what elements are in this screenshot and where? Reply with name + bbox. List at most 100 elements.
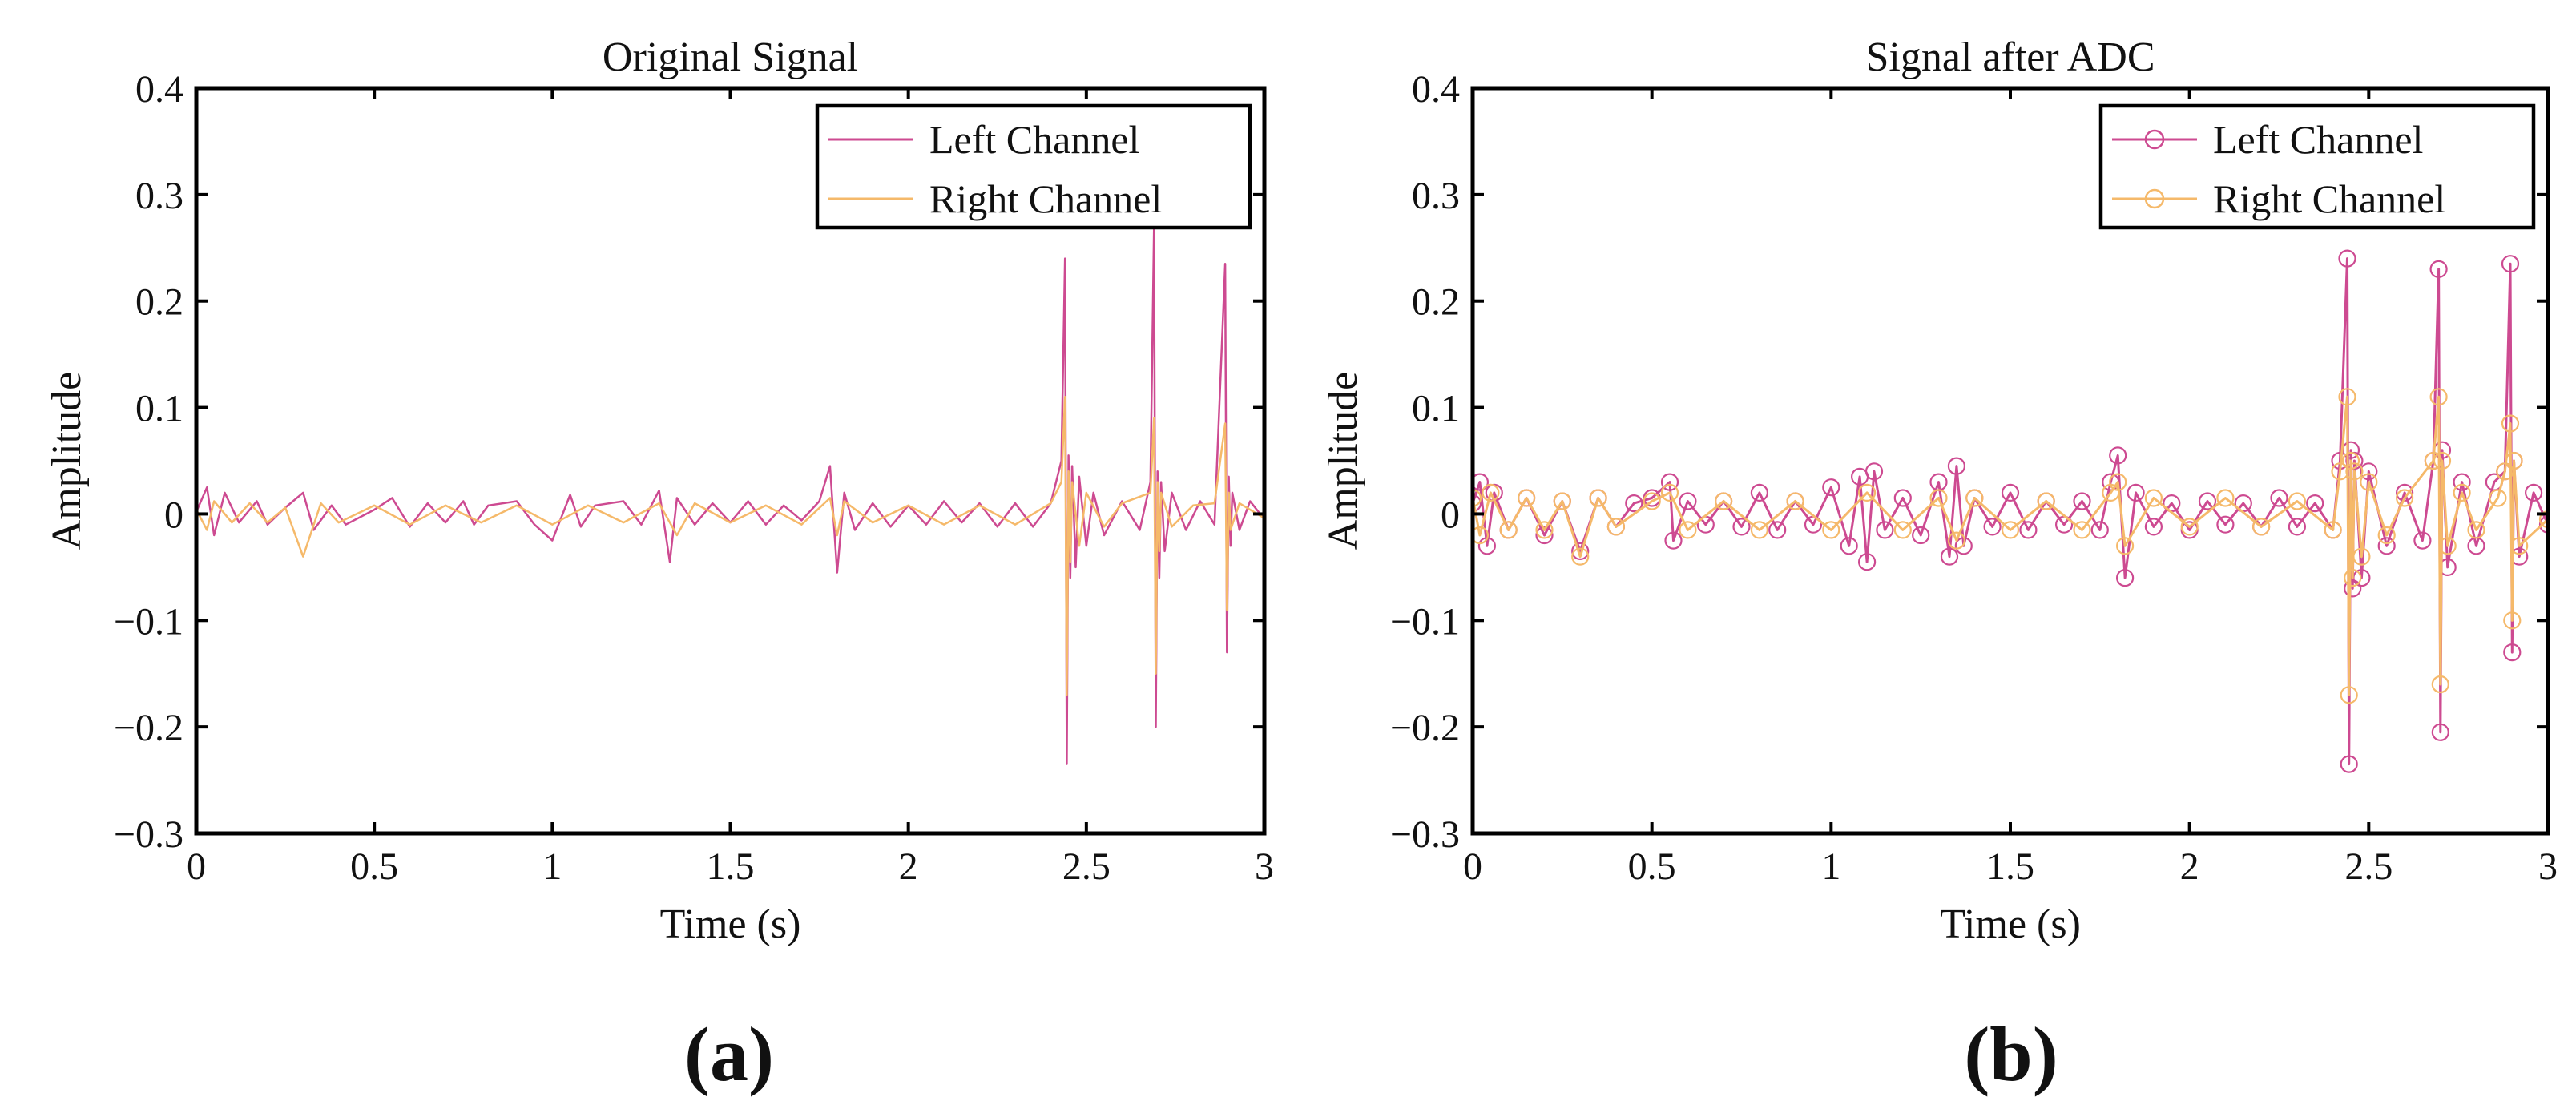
y-tick-label: 0.2 (1412, 281, 1460, 324)
y-tick-label: −0.2 (114, 707, 183, 749)
data-point-right (2467, 521, 2485, 539)
data-point-right (1482, 483, 1500, 502)
data-point-right (1473, 526, 1489, 545)
data-point-right (1715, 492, 1733, 510)
data-point-left (1858, 553, 1877, 571)
data-point-right (1535, 521, 1554, 539)
y-tick-label: 0 (1441, 494, 1460, 536)
data-point-left (1473, 473, 1489, 491)
data-point-right (1589, 489, 1607, 507)
y-axis-label: Amplitude (1320, 372, 1366, 550)
data-point-left (2431, 723, 2449, 741)
data-point-right (2144, 489, 2163, 507)
data-point-left (1679, 492, 1697, 510)
y-tick-label: −0.1 (1390, 600, 1460, 643)
data-point-left (1664, 531, 1683, 550)
data-point-right (1947, 531, 1965, 550)
x-tick-label: 3 (1255, 845, 1274, 888)
data-point-right (2396, 489, 2414, 507)
data-point-right (2073, 521, 2091, 539)
data-point-left (2429, 260, 2448, 278)
data-point-left (1625, 494, 1643, 513)
data-point-right (1750, 521, 1768, 539)
data-point-right (2377, 526, 2396, 545)
data-point-right (2352, 547, 2371, 566)
chart-title: Original Signal (603, 34, 858, 80)
data-point-right (1499, 521, 1518, 539)
x-tick-label: 2.5 (2344, 845, 2393, 888)
data-point-right (1606, 518, 1626, 536)
y-tick-label: 0.4 (135, 68, 183, 111)
y-axis-label: Amplitude (44, 372, 90, 550)
data-point-right (2344, 568, 2362, 587)
y-tick-label: 0.3 (135, 175, 183, 217)
data-point-right (2538, 510, 2548, 529)
data-point-left (2073, 492, 2091, 510)
data-point-right (2331, 462, 2349, 481)
data-point-right (1679, 521, 1697, 539)
data-point-left (1876, 521, 1894, 539)
data-point-right (1965, 489, 1984, 507)
y-tick-label: 0.2 (135, 281, 183, 324)
data-point-left (2338, 249, 2356, 268)
data-point-left (2198, 492, 2217, 510)
data-point-right (2503, 611, 2522, 630)
x-tick-label: 2.5 (1062, 845, 1111, 888)
data-point-right (1660, 483, 1679, 502)
data-point-right (1473, 489, 1482, 507)
y-tick-label: −0.1 (114, 600, 183, 643)
data-point-left (1983, 518, 2002, 536)
data-point-right (1858, 483, 1877, 502)
x-tick-label: 1.5 (1986, 845, 2034, 888)
data-point-right (2324, 521, 2342, 539)
data-point-left (1947, 457, 1965, 475)
data-point-right (2501, 414, 2520, 433)
data-point-left (2019, 521, 2038, 539)
series-group (1473, 249, 2548, 773)
data-point-left (2090, 521, 2109, 539)
data-point-left (2525, 483, 2543, 502)
x-tick-label: 1 (1821, 845, 1840, 888)
data-point-right (1553, 492, 1571, 510)
data-point-left (1660, 473, 1679, 491)
data-point-left (2538, 515, 2548, 534)
data-point-left (1768, 521, 1787, 539)
data-point-left (2109, 446, 2127, 465)
x-tick-label: 2 (899, 845, 918, 888)
data-point-right (1517, 489, 1536, 507)
series-group (196, 225, 1264, 765)
data-point-right (2341, 451, 2360, 470)
legend-label: Right Channel (2213, 176, 2445, 221)
data-point-left (2503, 643, 2522, 662)
y-tick-label: 0.3 (1412, 175, 1460, 217)
data-point-left (2306, 494, 2324, 513)
legend-label: Left Channel (929, 117, 1139, 162)
x-tick-label: 1.5 (707, 845, 755, 888)
data-point-left (1473, 494, 1482, 513)
data-point-right (1786, 492, 1804, 510)
x-tick-label: 0.5 (350, 845, 398, 888)
data-point-left (2001, 483, 2020, 502)
data-point-right (1893, 521, 1912, 539)
legend-marker-left (2144, 129, 2165, 150)
data-point-right (2433, 451, 2452, 470)
x-tick-label: 0 (1463, 845, 1482, 888)
x-axis-label: Time (s) (660, 901, 801, 947)
y-tick-label: 0.1 (1412, 388, 1460, 430)
data-point-right (2438, 537, 2457, 555)
data-point-left (1571, 542, 1590, 561)
x-tick-label: 0.5 (1628, 845, 1676, 888)
data-point-left (2377, 537, 2396, 555)
legend: Left Channel Right Channel (815, 103, 1252, 230)
data-point-right (2180, 518, 2199, 536)
data-point-left (2453, 473, 2471, 491)
data-point-left (2270, 489, 2288, 507)
panel-letter: (a) (684, 1011, 774, 1097)
y-tick-label: 0.4 (1412, 68, 1460, 111)
data-point-right (2338, 388, 2356, 406)
legend-label: Right Channel (929, 176, 1162, 221)
y-tick-label: −0.3 (1390, 813, 1460, 856)
x-tick-label: 3 (2538, 845, 2558, 888)
x-tick-label: 1 (542, 845, 562, 888)
